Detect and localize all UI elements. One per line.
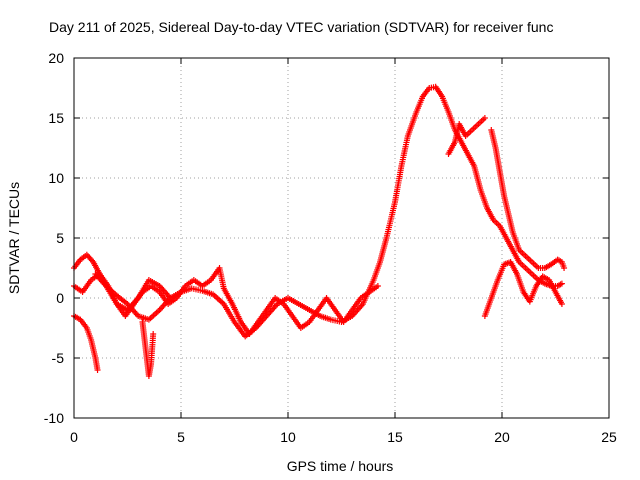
y-tick-label: 10 <box>48 170 64 186</box>
x-tick-label: 20 <box>494 429 510 445</box>
series-trace-1 <box>71 83 565 340</box>
x-tick-label: 5 <box>177 429 185 445</box>
data-point <box>374 283 381 289</box>
series-trace-3 <box>71 313 101 373</box>
y-axis-label: SDTVAR / TECUs <box>6 182 22 294</box>
series-trace-4 <box>139 319 157 379</box>
x-tick-label: 25 <box>601 429 617 445</box>
data-point <box>150 331 157 337</box>
data-point <box>558 301 565 307</box>
y-tick-label: -10 <box>44 410 64 426</box>
series-trace-6 <box>445 115 488 157</box>
x-tick-label: 15 <box>387 429 403 445</box>
x-tick-label: 10 <box>280 429 296 445</box>
grid-lines <box>74 58 609 418</box>
y-tick-label: 0 <box>56 290 64 306</box>
data-point <box>167 295 174 301</box>
data-point <box>481 115 488 121</box>
y-tick-label: -5 <box>52 350 65 366</box>
y-tick-label: 20 <box>48 50 64 66</box>
x-tick-label: 0 <box>70 429 78 445</box>
y-tick-label: 15 <box>48 110 64 126</box>
chart-title: Day 211 of 2025, Sidereal Day-to-day VTE… <box>49 19 553 35</box>
series-trace-7 <box>488 127 568 271</box>
x-axis-label: GPS time / hours <box>287 458 394 474</box>
axis-ticks: 0 5 10 15 20 25 -10 -5 0 5 10 15 20 <box>44 50 617 445</box>
data-point <box>561 265 568 271</box>
data-point <box>558 280 565 287</box>
series-trace-2 <box>71 265 381 337</box>
series-trace-8 <box>481 259 565 319</box>
series-trace-5 <box>92 271 174 313</box>
series-layer <box>71 83 568 379</box>
data-point <box>94 367 101 373</box>
y-tick-label: 5 <box>56 230 64 246</box>
